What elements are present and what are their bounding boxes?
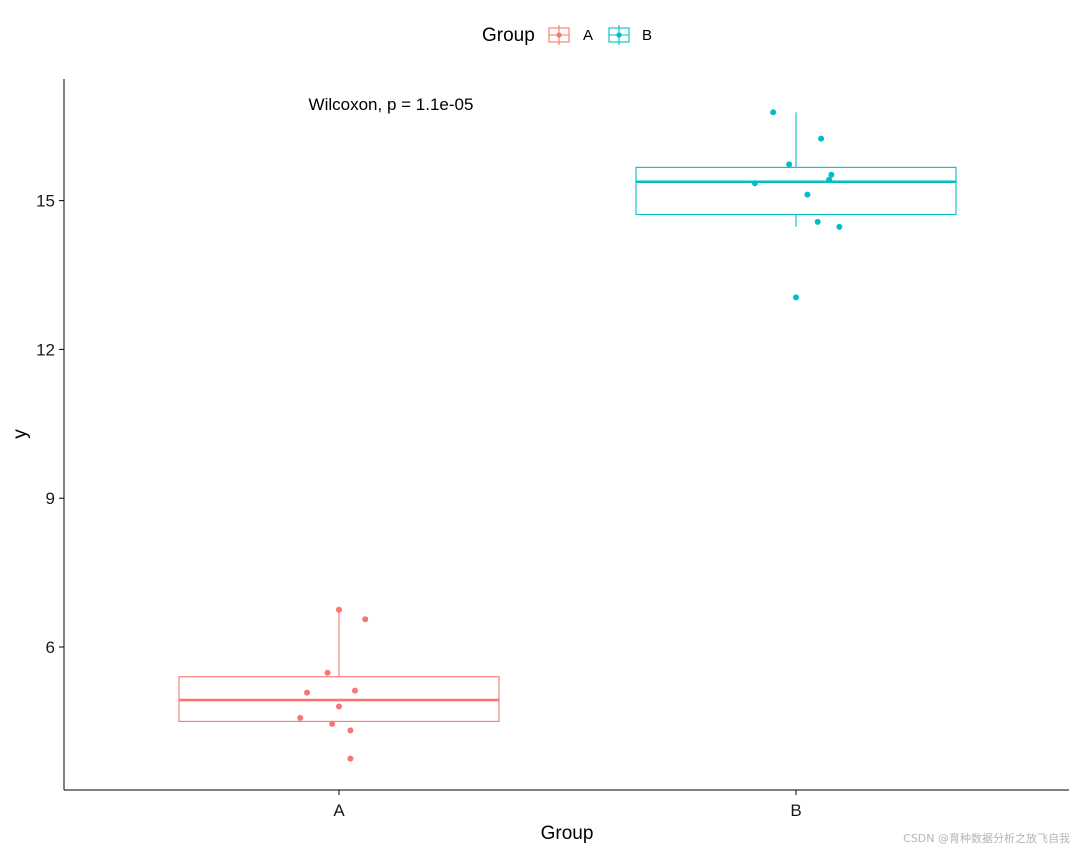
- data-point-b: [828, 171, 835, 178]
- points: [297, 109, 843, 762]
- data-point-a: [304, 689, 311, 696]
- data-point-b: [751, 180, 758, 187]
- box-group-b: [635, 112, 957, 227]
- legend-label-a: A: [583, 27, 593, 44]
- x-tick-label: B: [790, 801, 801, 820]
- legend-title: Group: [482, 25, 535, 46]
- legend-key-b: [608, 25, 630, 45]
- x-axis-title: Group: [541, 823, 594, 844]
- data-point-b: [814, 218, 821, 225]
- y-tick-label: 9: [46, 489, 55, 508]
- data-point-a: [347, 755, 354, 762]
- legend: Group A B: [482, 25, 652, 46]
- y-tick-label: 12: [36, 340, 55, 359]
- data-point-a: [297, 714, 304, 721]
- data-point-b: [786, 161, 793, 168]
- data-point-a: [336, 606, 342, 613]
- data-point-b: [793, 294, 799, 301]
- data-point-a: [329, 720, 336, 727]
- data-point-a: [362, 616, 369, 623]
- y-ticks: 6 9 12 15: [36, 192, 64, 657]
- y-tick-label: 6: [46, 638, 55, 657]
- y-tick-label: 15: [36, 192, 55, 211]
- data-point-b: [826, 176, 833, 183]
- data-point-b: [836, 223, 843, 230]
- x-tick-label: A: [333, 801, 345, 820]
- box-iqr: [635, 166, 957, 216]
- y-axis-title: y: [10, 429, 31, 439]
- legend-key-a: [548, 25, 570, 45]
- box-group-a: [178, 609, 500, 722]
- legend-label-b: B: [642, 27, 652, 44]
- watermark: CSDN @育种数据分析之放飞自我: [903, 832, 1070, 845]
- data-point-a: [351, 687, 358, 694]
- legend-key-b-point: [616, 32, 622, 38]
- data-point-a: [347, 727, 354, 734]
- data-point-b: [804, 191, 811, 198]
- data-point-a: [336, 703, 342, 710]
- data-point-b: [818, 135, 825, 142]
- legend-key-a-point: [556, 32, 562, 38]
- data-point-b: [770, 109, 777, 116]
- boxes: [178, 112, 957, 722]
- wilcoxon-annotation: Wilcoxon, p = 1.1e-05: [309, 95, 474, 114]
- data-point-a: [324, 669, 331, 676]
